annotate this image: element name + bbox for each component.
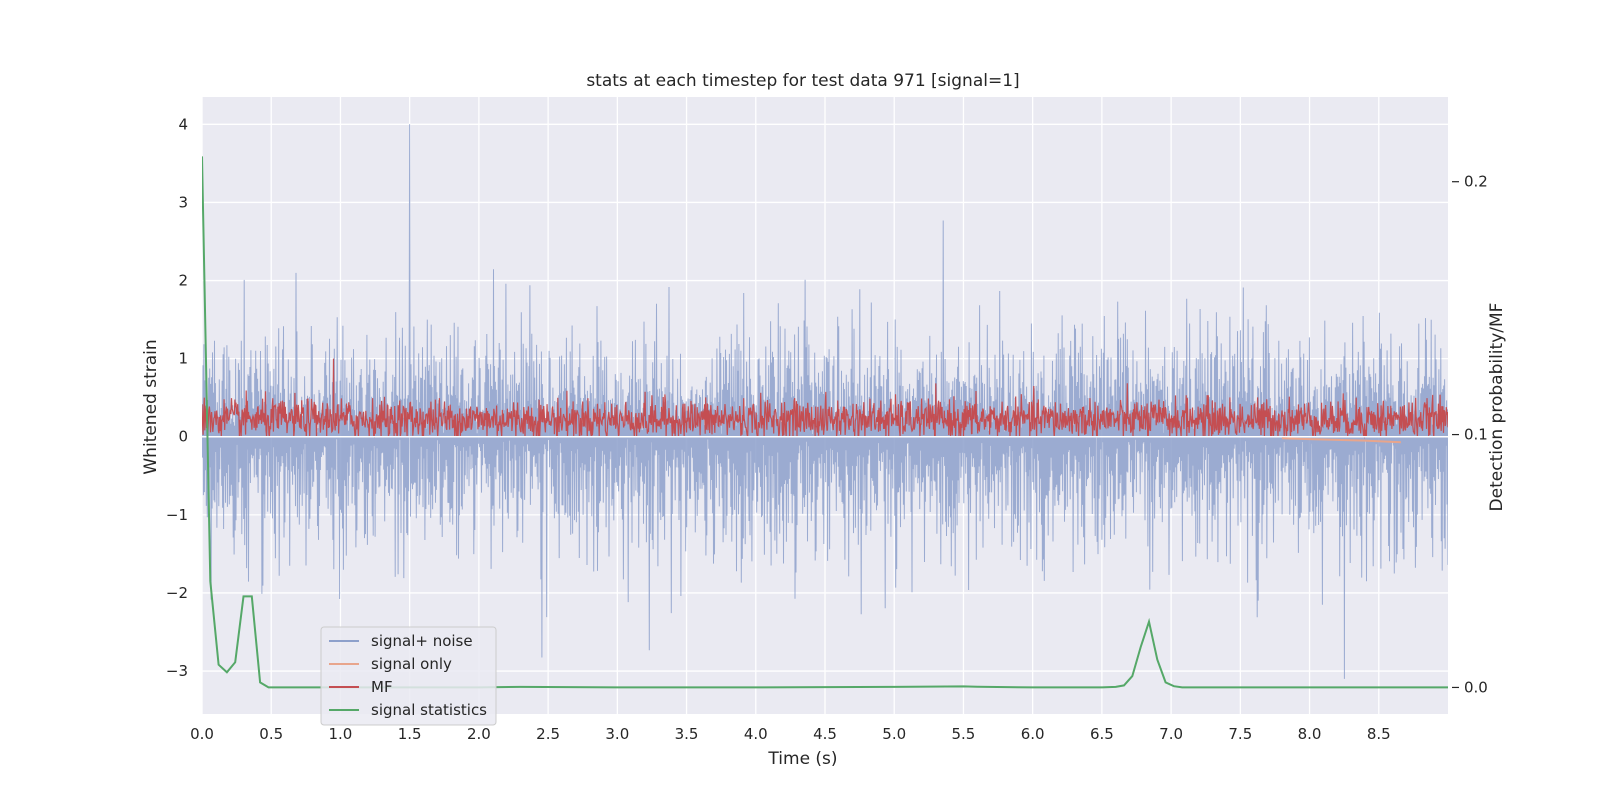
- x-tick-label: 3.0: [605, 725, 629, 743]
- x-tick-label: 8.5: [1367, 725, 1391, 743]
- x-tick-label: 1.0: [329, 725, 353, 743]
- legend-label-mf: MF: [371, 678, 393, 696]
- x-tick-label: 6.5: [1090, 725, 1114, 743]
- x-tick-label: 3.5: [675, 725, 699, 743]
- y-tick-label: −1: [166, 506, 188, 524]
- y-tick-label: 3: [178, 193, 188, 211]
- y-tick-label: −3: [166, 662, 188, 680]
- legend-label-signal-noise: signal+ noise: [371, 632, 473, 650]
- x-tick-label: 1.5: [398, 725, 422, 743]
- x-tick-label: 2.5: [536, 725, 560, 743]
- y-tick-label: 1: [178, 350, 188, 368]
- y-tick-label: 0: [178, 428, 188, 446]
- x-axis-label: Time (s): [767, 749, 837, 769]
- y-tick-label: 2: [178, 272, 188, 290]
- x-tick-label: 7.5: [1228, 725, 1252, 743]
- y2-tick-label: 0.2: [1464, 173, 1488, 191]
- y-tick-label: 4: [178, 115, 188, 133]
- y2-axis-label: Detection probability/MF: [1487, 303, 1507, 512]
- x-tick-label: 6.0: [1021, 725, 1045, 743]
- x-tick-label: 0.0: [190, 725, 214, 743]
- x-tick-label: 4.5: [813, 725, 837, 743]
- x-tick-label: 5.5: [952, 725, 976, 743]
- x-tick-label: 2.0: [467, 725, 491, 743]
- legend-label-signal-only: signal only: [371, 655, 452, 673]
- chart-title: stats at each timestep for test data 971…: [586, 71, 1019, 91]
- y2-tick-label: 0.1: [1464, 426, 1488, 444]
- y-axis-label: Whitened strain: [141, 339, 161, 474]
- x-tick-label: 0.5: [259, 725, 283, 743]
- y-axis-ticks: 4 3 2 1 0 −1 −2 −3: [166, 115, 188, 680]
- y2-axis-ticks: 0.2 0.1 0.0: [1452, 173, 1488, 696]
- legend-label-signal-statistics: signal statistics: [371, 701, 487, 719]
- x-tick-label: 8.0: [1298, 725, 1322, 743]
- x-tick-label: 5.0: [882, 725, 906, 743]
- x-axis-ticks: 0.0 0.5 1.0 1.5 2.0 2.5 3.0 3.5 4.0 4.5 5.0 5.5 6.0 6…: [190, 725, 1391, 743]
- x-tick-label: 7.0: [1159, 725, 1183, 743]
- series-mf: [202, 358, 1448, 440]
- series-signal-noise: [202, 124, 1448, 679]
- y-tick-label: −2: [166, 584, 188, 602]
- y2-tick-label: 0.0: [1464, 678, 1488, 696]
- x-tick-label: 4.0: [744, 725, 768, 743]
- series-signal-statistics: [202, 156, 1448, 689]
- legend-box: [320, 626, 497, 726]
- legend: signal+ noise signal only MF signal stat…: [320, 626, 497, 726]
- series-signal-only: [1281, 437, 1401, 444]
